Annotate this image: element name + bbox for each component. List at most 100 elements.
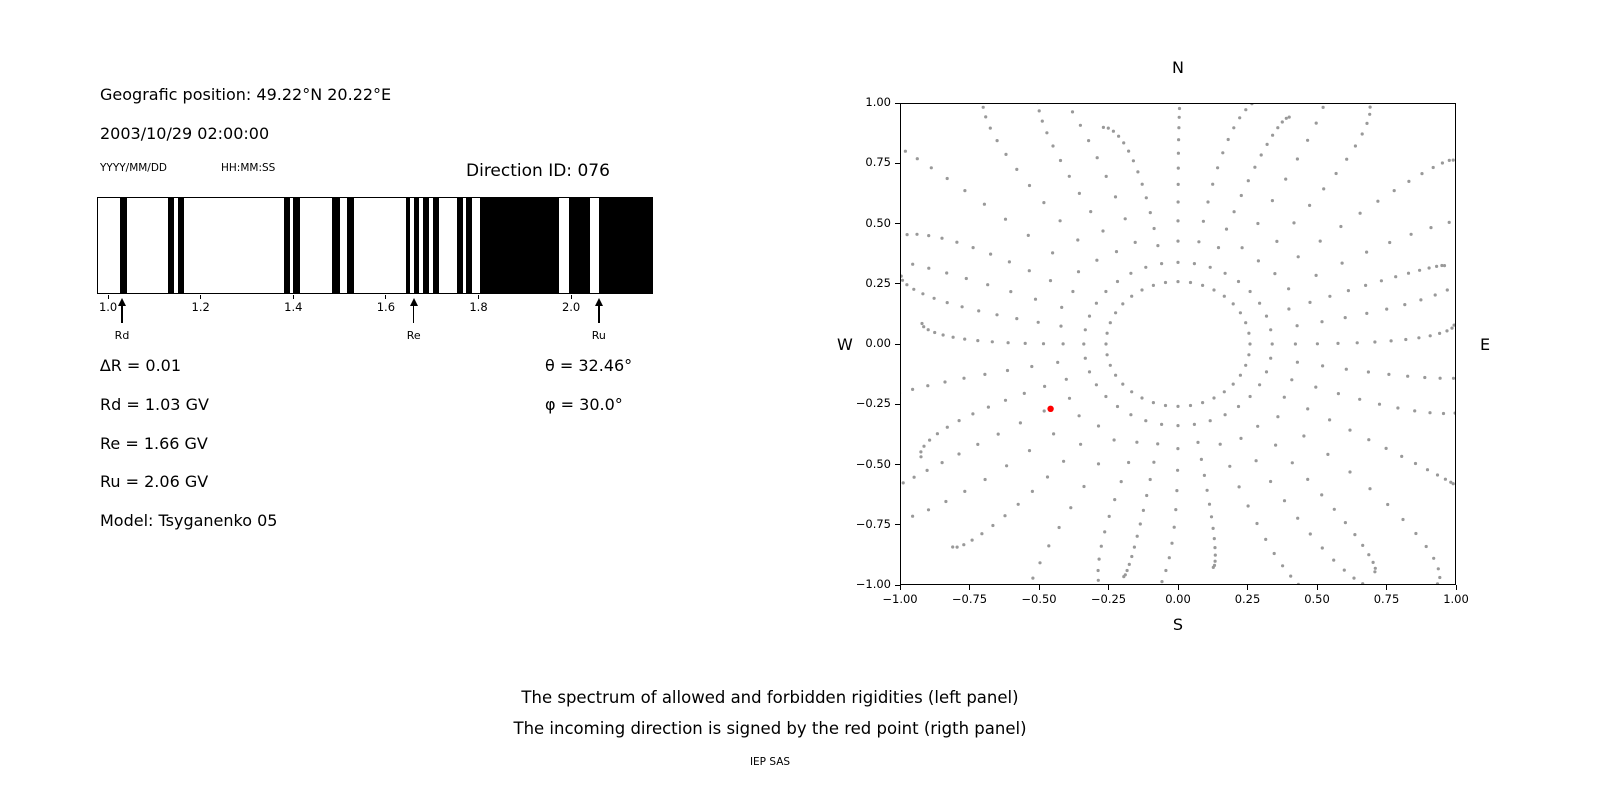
direction-dot [1059,324,1063,328]
direction-dot [1373,566,1377,570]
direction-dot [1247,353,1251,357]
direction-dot [1009,290,1013,294]
direction-dot [1105,353,1109,357]
direction-dot [943,380,947,384]
direction-dot [1321,105,1325,109]
direction-dot [1156,244,1160,248]
direction-dot [1078,123,1082,127]
caption-line-2: The incoming direction is signed by the … [513,719,1027,738]
direction-dot [1152,460,1156,464]
direction-dot [1440,161,1444,165]
direction-dot [1022,391,1026,395]
x-tick-mark [969,585,970,590]
direction-dot [1438,331,1442,335]
direction-dot [1417,336,1421,340]
spectrum-tick-label: 1.6 [376,300,396,314]
direction-dot [1302,434,1306,438]
direction-dot [1394,275,1398,279]
direction-dot [1224,227,1229,231]
direction-dot [1435,264,1439,268]
direction-dot [922,325,926,329]
direction-dot [1236,279,1241,284]
direction-dot [1104,289,1108,294]
direction-dot [1453,411,1455,415]
direction-dot [1003,217,1008,221]
direction-dot [1248,394,1252,399]
direction-dot [1253,165,1257,169]
spectrum-tick-mark [292,295,294,299]
direction-dot [984,115,988,119]
direction-dot [960,305,964,309]
direction-dot [963,189,967,193]
direction-dot [1107,514,1111,518]
direction-dot [1094,383,1098,387]
direction-dot [915,157,919,161]
spectrum-cutoff-markers: Rd Re Ru [97,296,653,348]
y-tick-label: −1.00 [855,577,891,591]
direction-dot [1076,270,1081,274]
spectrum-tick-mark [200,295,202,299]
direction-dot [963,337,967,341]
direction-dot [1003,398,1008,402]
direction-dot [1087,139,1091,143]
direction-dot [1089,210,1093,214]
direction-dot [1361,543,1365,547]
direction-dot [1042,409,1046,413]
direction-dot [1429,226,1433,230]
x-tick-mark [1247,585,1248,590]
direction-dot [919,455,923,459]
direction-dot [1144,419,1148,423]
direction-dot [1213,546,1217,550]
direction-dot [1095,156,1099,160]
direction-dot [1108,363,1112,367]
direction-dot [1445,329,1449,333]
direction-dot [927,234,931,238]
direction-dot [1248,289,1252,294]
direction-dot [1199,457,1203,461]
direction-dot [1077,414,1081,418]
direction-dot [1096,568,1100,573]
direction-dot [1097,557,1101,561]
direction-dot [1384,446,1388,450]
direction-dot [1254,459,1258,463]
direction-dot [1237,485,1241,489]
spectrum-tick-label: 1.0 [98,300,118,314]
direction-dot [1441,411,1446,416]
direction-dot [991,523,995,528]
direction-dot [1431,165,1435,170]
spectrum-tick-label: 2.0 [561,300,581,314]
direction-dot [1250,104,1254,106]
direction-dot [1172,525,1176,529]
direction-dot [976,339,980,343]
y-tick-label: −0.50 [855,456,891,471]
direction-dot [1057,525,1061,530]
direction-dot [905,233,909,237]
direction-dot [1247,331,1251,335]
credit-label: IEP SAS [749,756,791,768]
direction-dot [1238,116,1242,120]
direction-dot [1295,360,1299,364]
direction-dot [1015,167,1019,171]
direction-dot [1308,300,1312,304]
direction-dot [1160,422,1164,426]
direction-dot [1114,250,1119,254]
direction-dot [1336,392,1340,396]
cutoff-marker-ru: Ru [587,296,611,342]
forbidden-band [465,198,472,293]
spectrum-tick-mark [570,295,572,299]
direction-dot [1114,311,1118,315]
direction-dot [1163,403,1168,408]
direction-dot [1413,409,1417,413]
direction-dot [915,232,919,236]
direction-dot [922,444,926,448]
direction-dot [1129,413,1133,417]
direction-dot [1213,559,1217,563]
direction-dot [1188,280,1193,285]
direction-dot [1067,174,1071,178]
direction-dot [1176,166,1180,170]
direction-dot [1414,531,1418,536]
x-tick-label: −0.25 [1090,592,1127,606]
forbidden-band [598,198,652,293]
direction-dot [1083,328,1087,332]
